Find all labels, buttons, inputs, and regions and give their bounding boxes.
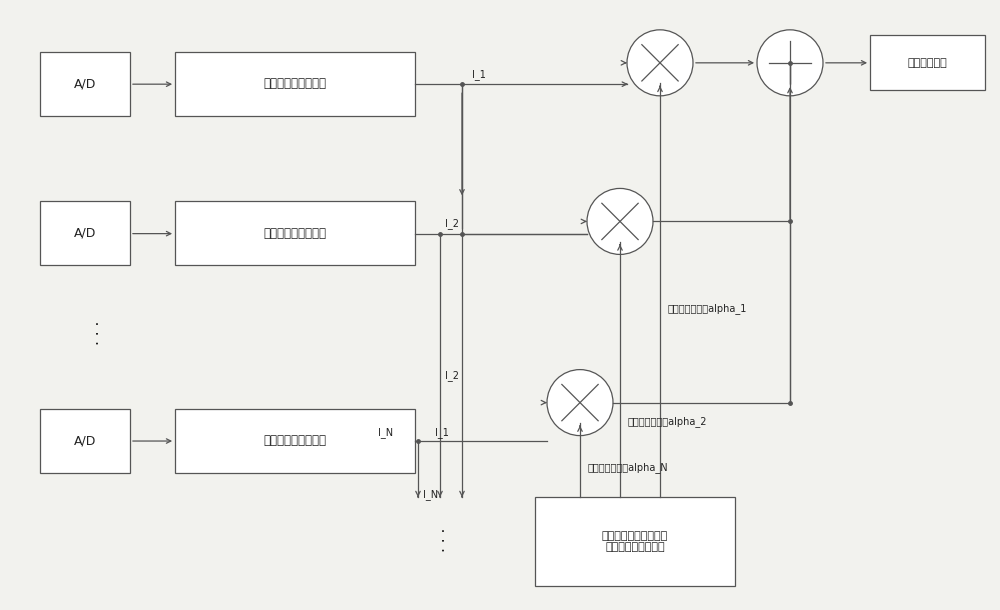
Text: I_N: I_N <box>378 427 393 438</box>
Text: I_2: I_2 <box>445 370 459 381</box>
Text: 自适应变边系数alpha_1: 自适应变边系数alpha_1 <box>668 303 747 314</box>
Text: · · ·: · · · <box>92 320 108 345</box>
Bar <box>175 201 415 265</box>
Ellipse shape <box>587 188 653 254</box>
Bar <box>870 35 985 90</box>
Text: · · ·: · · · <box>438 528 452 552</box>
Text: 自适应变边系数alpha_N: 自适应变边系数alpha_N <box>588 462 669 473</box>
Ellipse shape <box>757 30 823 96</box>
Bar <box>175 409 415 473</box>
Text: I_1: I_1 <box>435 427 449 438</box>
Text: 自适应变边系数alpha_2: 自适应变边系数alpha_2 <box>628 416 708 427</box>
Text: I_2: I_2 <box>445 218 459 229</box>
Ellipse shape <box>547 370 613 436</box>
Text: 多频率子带分解和自适
应变边系数计算模块: 多频率子带分解和自适 应变边系数计算模块 <box>602 531 668 552</box>
Text: 起始延迟和动态聚焦: 起始延迟和动态聚焦 <box>264 227 326 240</box>
Bar <box>40 52 130 116</box>
Text: I_1: I_1 <box>472 69 486 80</box>
Bar <box>40 409 130 473</box>
Text: A/D: A/D <box>74 77 96 90</box>
Text: A/D: A/D <box>74 434 96 447</box>
Ellipse shape <box>627 30 693 96</box>
Text: I_N: I_N <box>423 489 438 500</box>
Bar <box>535 497 735 586</box>
Text: 波束合成输出: 波束合成输出 <box>908 58 947 68</box>
Text: A/D: A/D <box>74 227 96 240</box>
Text: 起始延迟和动态聚焦: 起始延迟和动态聚焦 <box>264 77 326 90</box>
Bar <box>40 201 130 265</box>
Text: 起始延迟和动态聚焦: 起始延迟和动态聚焦 <box>264 434 326 447</box>
Bar <box>175 52 415 116</box>
